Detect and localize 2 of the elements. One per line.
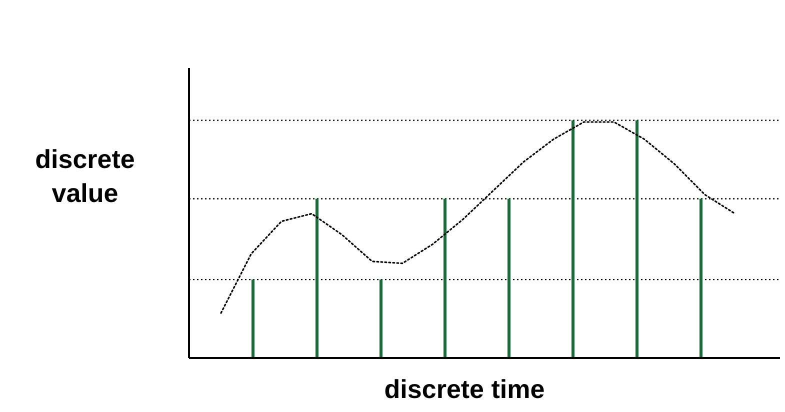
y-axis-title: discrete value [35,144,135,208]
x-axis-title: discrete time [384,374,545,404]
